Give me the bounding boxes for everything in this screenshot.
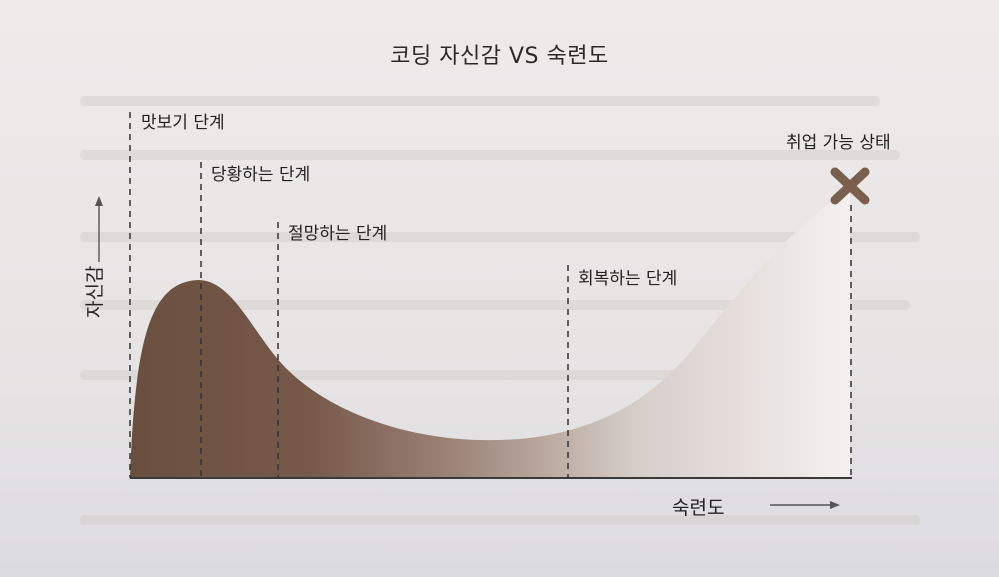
stage-label-despair: 절망하는 단계: [288, 224, 388, 244]
y-axis-label: 자신감: [84, 265, 106, 318]
x-axis-label: 숙련도: [672, 497, 725, 519]
arrow-right-icon: [770, 501, 840, 509]
stage-label-employable: 취업 가능 상태: [786, 133, 891, 153]
x-mark-icon: [830, 167, 870, 205]
confidence-curve-area: [130, 190, 850, 478]
arrow-up-icon: [95, 196, 103, 262]
bleed-through-line: [80, 300, 910, 310]
stage-label-confused: 당황하는 단계: [211, 165, 311, 185]
bleed-through-line: [80, 515, 920, 525]
bleed-through-line: [80, 370, 840, 380]
bleed-through-line: [80, 232, 920, 242]
stage-label-taste: 맛보기 단계: [141, 113, 225, 133]
diagram-title: 코딩 자신감 VS 숙련도: [390, 44, 609, 69]
bleed-through-line: [80, 150, 900, 160]
stage-label-recovery: 회복하는 단계: [578, 269, 678, 289]
bleed-through-line: [80, 96, 880, 106]
